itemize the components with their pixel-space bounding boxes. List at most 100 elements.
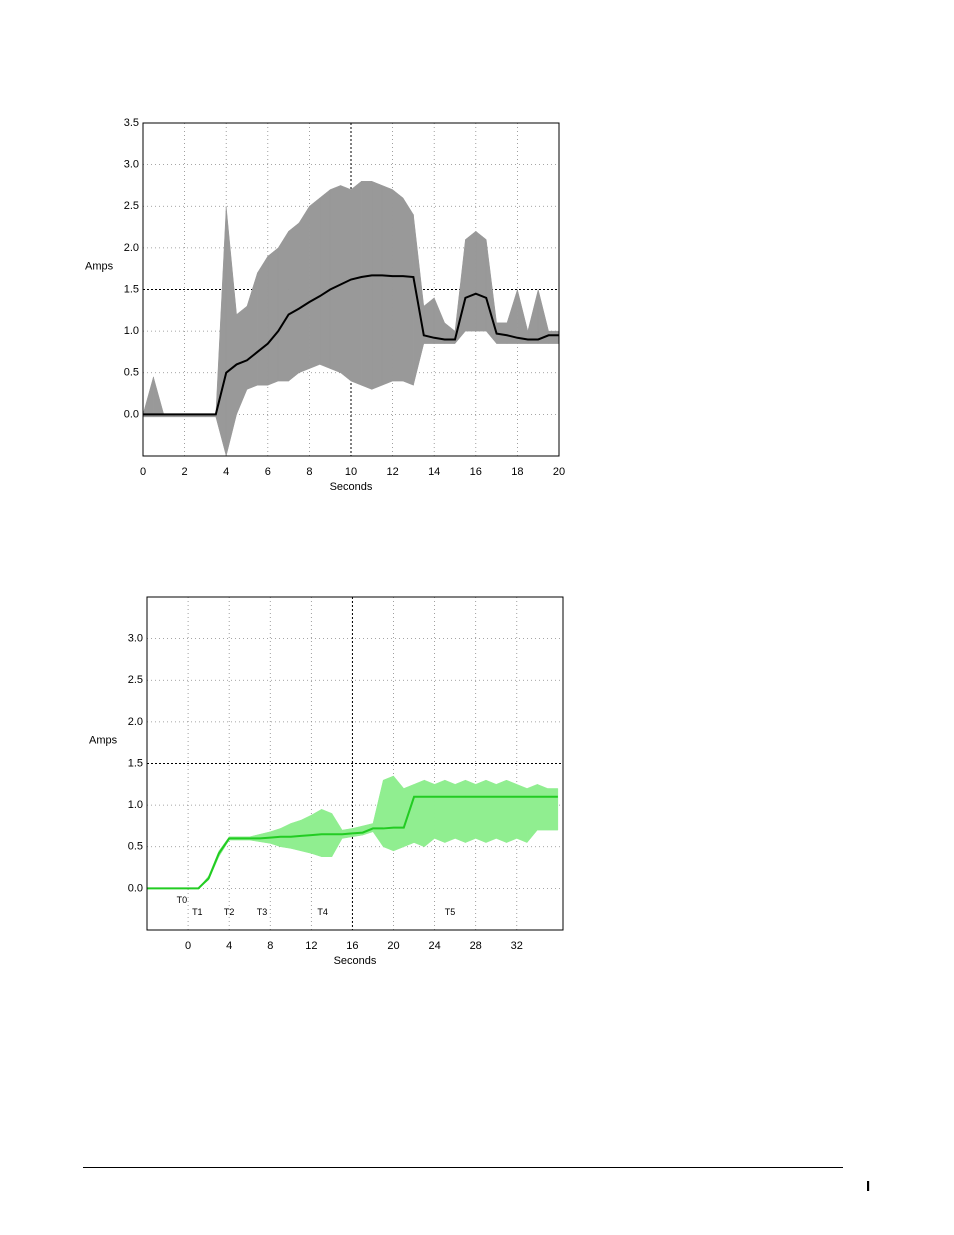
signal-band — [433, 297, 445, 344]
signal-band — [548, 330, 560, 344]
signal-band — [371, 180, 383, 390]
x-tick-label: 8 — [267, 940, 273, 952]
y-tick-label: 0.5 — [128, 841, 143, 853]
signal-band — [215, 206, 227, 457]
y-tick-label: 2.5 — [128, 674, 143, 686]
annotation: T4 — [317, 907, 328, 917]
y-axis-label: Amps — [89, 734, 118, 746]
x-tick-label: 6 — [265, 466, 271, 478]
signal-band — [444, 322, 456, 344]
signal-band — [381, 185, 393, 386]
signal-band — [142, 376, 154, 418]
signal-band — [424, 779, 435, 848]
y-tick-label: 2.0 — [124, 242, 139, 254]
signal-band — [319, 189, 331, 369]
x-tick-label: 4 — [223, 466, 229, 478]
x-tick-label: 2 — [182, 466, 188, 478]
signal-band — [321, 808, 333, 857]
signal-band — [361, 181, 373, 390]
signal-band — [352, 825, 363, 838]
signal-band — [434, 779, 446, 843]
signal-band — [526, 783, 538, 844]
x-axis-label: Seconds — [330, 481, 373, 493]
x-tick-label: 12 — [305, 940, 317, 952]
signal-band — [537, 783, 548, 831]
signal-band — [465, 779, 476, 843]
signal-band — [288, 222, 300, 382]
signal-band — [309, 197, 321, 369]
signal-band — [485, 779, 497, 843]
signal-band — [475, 779, 487, 843]
signal-band — [393, 775, 405, 852]
x-tick-label: 0 — [185, 940, 191, 952]
x-tick-label: 24 — [428, 940, 440, 952]
x-tick-label: 16 — [470, 466, 482, 478]
x-tick-label: 4 — [226, 940, 232, 952]
signal-band — [454, 239, 466, 345]
signal-band — [517, 289, 529, 344]
x-tick-label: 0 — [140, 466, 146, 478]
signal-band — [547, 788, 559, 831]
signal-band — [444, 779, 456, 843]
x-tick-label: 20 — [553, 466, 565, 478]
annotation: T5 — [445, 907, 456, 917]
x-tick-label: 12 — [386, 466, 398, 478]
signal-band — [329, 185, 341, 374]
page-number: I — [866, 1178, 871, 1195]
annotation: T2 — [224, 907, 235, 917]
signal-band — [225, 206, 237, 457]
y-tick-label: 0.0 — [124, 408, 139, 420]
signal-line — [147, 795, 558, 890]
signal-band — [475, 230, 487, 332]
signal-band — [495, 779, 507, 843]
y-tick-label: 0.5 — [124, 367, 139, 379]
y-tick-label: 0.0 — [128, 882, 143, 894]
x-tick-label: 10 — [345, 466, 357, 478]
signal-band — [392, 189, 404, 382]
signal-band — [153, 376, 165, 418]
signal-band — [298, 205, 310, 374]
signal-band — [267, 247, 279, 386]
signal-band — [413, 779, 425, 848]
y-axis-label: Amps — [85, 260, 114, 272]
signal-band — [506, 779, 518, 843]
y-tick-label: 3.5 — [124, 117, 139, 129]
signal-band — [382, 775, 394, 852]
signal-band — [465, 230, 477, 332]
x-tick-label: 28 — [470, 940, 482, 952]
annotation: T3 — [257, 907, 268, 917]
y-tick-label: 1.5 — [128, 757, 143, 769]
plot-frame — [146, 596, 564, 931]
signal-band — [527, 289, 539, 344]
signal-band — [246, 272, 258, 390]
signal-line — [143, 274, 559, 416]
plot-frame — [142, 122, 560, 457]
y-tick-label: 3.0 — [128, 633, 143, 645]
y-tick-label: 1.0 — [124, 325, 139, 337]
y-tick-label: 2.5 — [124, 200, 139, 212]
signal-band — [516, 783, 528, 843]
x-tick-label: 32 — [511, 940, 523, 952]
signal-band — [454, 779, 466, 843]
x-tick-label: 18 — [511, 466, 523, 478]
y-tick-label: 1.0 — [128, 799, 143, 811]
signal-band — [311, 808, 322, 858]
signal-band — [350, 180, 362, 386]
y-tick-label: 3.0 — [124, 159, 139, 171]
x-axis-label: Seconds — [334, 955, 377, 967]
signal-band — [413, 214, 425, 386]
x-tick-label: 8 — [306, 466, 312, 478]
y-tick-label: 2.0 — [128, 716, 143, 728]
annotation: T0 — [177, 895, 188, 905]
signal-band — [257, 255, 269, 386]
y-tick-label: 1.5 — [124, 283, 139, 295]
signal-band — [403, 783, 415, 848]
signal-band — [277, 230, 289, 382]
footer-rule — [83, 1167, 843, 1168]
annotation: T1 — [192, 907, 203, 917]
x-tick-label: 20 — [387, 940, 399, 952]
signal-band — [402, 197, 414, 386]
x-tick-label: 16 — [346, 940, 358, 952]
